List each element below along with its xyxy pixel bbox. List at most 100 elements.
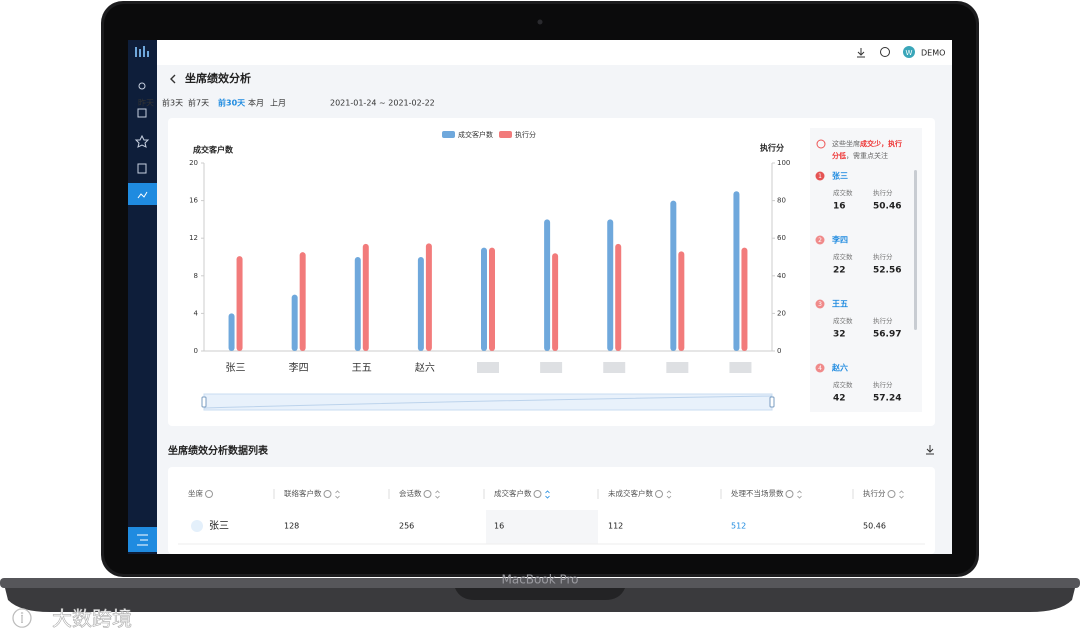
rank-badge [815, 299, 825, 309]
y-tick-label: 12 [189, 234, 198, 242]
help-icon [423, 490, 432, 498]
top-bar [157, 40, 952, 65]
bar [362, 243, 369, 351]
collapse-icon [137, 534, 148, 546]
filter-option[interactable]: 前30天 [218, 98, 246, 108]
score-label: 执行分 [873, 188, 893, 197]
bar [733, 191, 740, 351]
column-header[interactable]: 联络客户数 [284, 488, 322, 498]
user-name[interactable]: DEMO [921, 49, 945, 58]
rank-badge [815, 235, 825, 245]
agent-icon [191, 520, 203, 532]
y2-tick-label: 0 [777, 347, 781, 355]
sort-icon[interactable] [545, 490, 550, 499]
y-tick-label: 20 [189, 159, 198, 167]
sort-icon[interactable] [899, 490, 904, 499]
watermark-logo: ⓘ [12, 607, 32, 631]
table-cell: 50.46 [863, 522, 886, 531]
table-title: 坐席绩效分析数据列表 [168, 444, 269, 457]
table-cell[interactable]: 512 [731, 522, 746, 531]
deals-label: 成交数 [833, 252, 853, 261]
back-icon[interactable] [170, 74, 176, 84]
bar [678, 251, 685, 351]
help-icon [887, 490, 896, 498]
table-cell[interactable]: 张三 [209, 520, 229, 532]
table-download[interactable] [926, 445, 934, 455]
help-icon [205, 490, 213, 498]
page-title: 坐席绩效分析 [185, 71, 251, 85]
column-header[interactable]: 未成交客户数 [608, 488, 653, 498]
slider-handle[interactable] [769, 396, 775, 408]
legend-label[interactable]: 成交客户数 [458, 130, 493, 139]
filter-option[interactable]: 本月 [248, 98, 264, 108]
logo [135, 46, 149, 57]
alert-text: 分低，需重点关注 [832, 151, 888, 160]
score-value: 52.56 [873, 266, 901, 276]
column-header[interactable]: 执行分 [863, 488, 886, 498]
bar [670, 200, 677, 351]
sidebar [128, 40, 157, 554]
x-tick-label: 李四 [289, 361, 309, 374]
y-tick-label: 16 [189, 197, 198, 205]
avatar-initial: W [906, 49, 913, 57]
notch [455, 588, 625, 600]
alert-text: 这些坐席成交少，执行 [832, 139, 902, 148]
filter-option[interactable]: 前3天 [162, 98, 183, 108]
avatar[interactable] [903, 46, 915, 58]
agent-name[interactable]: 王五 [832, 300, 848, 309]
help-icon[interactable] [880, 47, 890, 57]
y2-tick-label: 100 [777, 159, 790, 167]
column-header[interactable]: 成交客户数 [494, 488, 532, 498]
zoom-slider[interactable] [203, 393, 773, 411]
nav-icon[interactable] [137, 163, 147, 174]
legend-swatch [499, 131, 512, 138]
sort-icon[interactable] [666, 490, 672, 499]
agent-name[interactable]: 赵六 [831, 363, 848, 373]
legend-label[interactable]: 执行分 [515, 130, 536, 139]
help-icon [655, 490, 663, 498]
sort-icon[interactable] [335, 490, 340, 499]
help-icon [785, 490, 794, 498]
x-tick-label: 张三 [226, 362, 246, 374]
column-header[interactable]: 坐席 [188, 488, 203, 498]
nav-icon[interactable] [138, 82, 146, 90]
download-icon[interactable] [857, 48, 865, 58]
y2-tick-label: 80 [777, 197, 786, 205]
deals-value: 16 [833, 202, 846, 212]
chart: 048121620020406080100成交客户数 执行分成交客户数 执行分张三李… [189, 130, 790, 411]
slider-handle[interactable] [201, 396, 207, 408]
date-range: 2021-01-24 ~ 2021-02-22 [330, 99, 435, 108]
filter-option[interactable]: 上月 [270, 99, 286, 108]
y2-tick-label: 20 [777, 309, 786, 317]
filter-option[interactable]: 昨天 [138, 98, 154, 108]
bar [291, 294, 298, 351]
camera [537, 19, 543, 25]
bar [741, 247, 748, 351]
y2-tick-label: 60 [777, 234, 786, 242]
blurred-label [729, 362, 752, 373]
filter-option[interactable]: 前7天 [188, 98, 209, 108]
nav-icon[interactable] [134, 134, 150, 148]
score-label: 执行分 [873, 316, 893, 325]
nav-icons [134, 82, 150, 174]
nav-icon[interactable] [137, 108, 147, 118]
help-icon [533, 490, 542, 498]
x-tick-label: 王五 [352, 363, 372, 374]
agent-name[interactable]: 张三 [832, 172, 848, 181]
sort-icon[interactable] [435, 490, 440, 499]
nav-active[interactable] [128, 183, 157, 205]
score-value: 50.46 [873, 202, 901, 212]
agent-name[interactable]: 李四 [831, 235, 848, 245]
watermark-text: 大数跨境 [52, 607, 132, 631]
y-axis-title: 成交客户数 [193, 145, 234, 155]
blurred-label [666, 362, 689, 373]
column-header[interactable]: 处理不当场景数 [731, 488, 784, 498]
sorted-column [486, 510, 598, 544]
score-value: 57.24 [873, 394, 901, 404]
sort-icon[interactable] [797, 490, 802, 499]
column-header[interactable]: 会话数 [399, 488, 422, 498]
bar [299, 252, 306, 351]
